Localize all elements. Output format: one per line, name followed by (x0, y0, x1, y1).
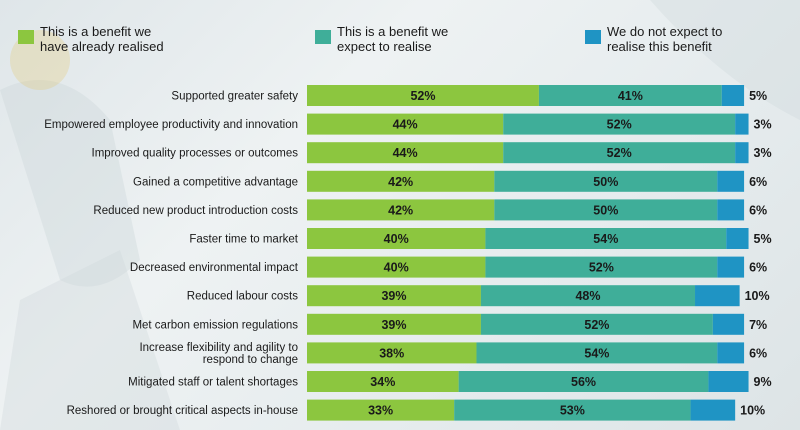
value-label-expected: 52% (589, 261, 614, 275)
value-label-expected: 52% (584, 318, 609, 332)
legend-item-not-expected: We do not expect to realise this benefit (585, 24, 757, 54)
bar-segment-not_expected (726, 228, 749, 249)
value-label-not_expected: 5% (754, 232, 772, 246)
legend-swatch-not-expected (585, 30, 601, 44)
value-label-not_expected: 6% (749, 261, 767, 275)
value-label-realised: 39% (381, 318, 406, 332)
value-label-not_expected: 3% (754, 146, 772, 160)
bar-segment-not_expected (708, 371, 749, 392)
value-label-not_expected: 10% (740, 404, 765, 418)
bar-segment-realised (307, 85, 539, 106)
value-label-expected: 54% (593, 232, 618, 246)
legend-label-not-expected: We do not expect to realise this benefit (607, 24, 723, 54)
bar-segment-expected (503, 142, 736, 164)
legend-label-expected: This is a benefit we expect to realise (337, 24, 449, 54)
bar-segment-not_expected (717, 256, 745, 278)
bar-segment-realised (307, 399, 455, 421)
bar-segment-not_expected (717, 170, 745, 192)
category-label: Mitigated staff or talent shortages (128, 377, 298, 389)
category-label: Empowered employee productivity and inno… (44, 119, 298, 131)
value-label-not_expected: 6% (749, 203, 767, 217)
value-label-realised: 44% (393, 146, 418, 160)
bar-segment-not_expected (721, 85, 745, 106)
value-label-expected: 41% (618, 89, 643, 103)
bar-segment-not_expected (735, 142, 749, 164)
value-label-realised: 39% (381, 289, 406, 303)
bar-segment-expected (485, 228, 727, 249)
value-label-realised: 52% (410, 89, 435, 103)
bar-segment-not_expected (717, 199, 745, 221)
legend-swatch-realised (18, 30, 34, 44)
legend-label-realised: This is a benefit we have already realis… (40, 24, 164, 54)
bar-segment-expected (476, 342, 718, 364)
value-label-expected: 52% (607, 146, 632, 160)
legend-item-realised: This is a benefit we have already realis… (18, 24, 190, 54)
value-label-realised: 40% (384, 261, 409, 275)
category-label: Reshored or brought critical aspects in-… (67, 405, 298, 417)
value-label-realised: 34% (370, 375, 395, 389)
value-label-not_expected: 6% (749, 175, 767, 189)
bar-segment-expected (494, 170, 718, 192)
category-label: Supported greater safety (171, 91, 298, 103)
value-label-not_expected: 9% (754, 375, 772, 389)
legend-swatch-expected (315, 30, 331, 44)
value-label-realised: 42% (388, 175, 413, 189)
category-label: Met carbon emission regulations (132, 319, 298, 331)
value-label-not_expected: 3% (754, 118, 772, 132)
category-label: Increase flexibility and agility to respo… (139, 342, 298, 366)
bar-segment-realised (307, 199, 495, 221)
value-label-realised: 42% (388, 203, 413, 217)
value-label-expected: 53% (560, 404, 585, 418)
value-label-realised: 44% (393, 118, 418, 132)
category-label: Reduced labour costs (187, 291, 298, 303)
bar-segment-not_expected (712, 313, 745, 335)
bar-segment-expected (485, 256, 718, 278)
value-label-expected: 54% (584, 346, 609, 360)
value-label-expected: 52% (607, 118, 632, 132)
category-label: Gained a competitive advantage (133, 176, 298, 188)
bar-segment-not_expected (690, 399, 736, 421)
value-label-not_expected: 6% (749, 346, 767, 360)
bar-segment-expected (494, 199, 718, 221)
value-label-expected: 50% (593, 203, 618, 217)
legend: This is a benefit we have already realis… (0, 24, 800, 64)
bar-segment-expected (503, 113, 736, 135)
bar-segment-realised (307, 256, 486, 278)
bar-segment-realised (307, 113, 504, 135)
bar-segment-realised (307, 371, 459, 392)
bar-segment-not_expected (717, 342, 745, 364)
value-label-expected: 48% (575, 289, 600, 303)
value-label-realised: 40% (384, 232, 409, 246)
bar-segment-expected (454, 399, 691, 421)
bar-segment-realised (307, 313, 481, 335)
bar-segment-realised (307, 170, 495, 192)
bar-segment-expected (458, 371, 709, 392)
value-label-realised: 38% (379, 346, 404, 360)
category-label: Reduced new product introduction costs (93, 205, 298, 217)
value-label-realised: 33% (368, 404, 393, 418)
value-label-not_expected: 7% (749, 318, 767, 332)
bar-segment-expected (538, 85, 722, 106)
bar-segment-not_expected (695, 285, 740, 307)
value-label-not_expected: 5% (749, 89, 767, 103)
value-label-not_expected: 10% (745, 289, 770, 303)
bar-segment-realised (307, 142, 504, 164)
category-label: Improved quality processes or outcomes (92, 148, 299, 160)
category-label: Decreased environmental impact (130, 262, 299, 274)
category-label: Faster time to market (189, 234, 298, 246)
bar-segment-expected (480, 313, 713, 335)
value-label-expected: 56% (571, 375, 596, 389)
bar-segment-realised (307, 342, 477, 364)
bar-segment-realised (307, 228, 486, 249)
legend-item-expected: This is a benefit we expect to realise (315, 24, 487, 54)
bar-segment-realised (307, 285, 481, 307)
bar-segment-not_expected (735, 113, 749, 135)
value-label-expected: 50% (593, 175, 618, 189)
bar-segment-expected (480, 285, 696, 307)
